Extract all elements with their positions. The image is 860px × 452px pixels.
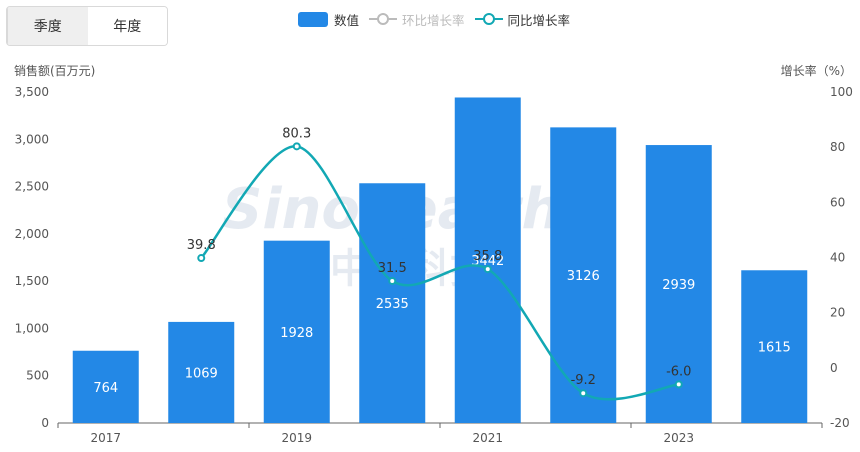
line-point	[388, 276, 397, 285]
legend-label: 同比增长率	[507, 12, 571, 28]
line-point	[674, 380, 683, 389]
line-series: 39.8 80.3 31.5 35.8 -9.2 -6.0	[187, 126, 691, 401]
bar-value-label: 1615	[758, 341, 791, 356]
y-tick-label: 2,000	[15, 227, 49, 241]
y-tick-label: 0	[41, 416, 49, 430]
legend-item-value[interactable]: 数值	[298, 10, 359, 29]
legend-item-yoy-growth[interactable]: 同比增长率	[474, 10, 571, 29]
period-tabs: 季度 年度	[6, 6, 168, 46]
bar	[359, 183, 426, 423]
y2-tick-label: -20	[830, 416, 850, 430]
legend-bar-swatch	[298, 11, 328, 27]
y2-axis-title: 增长率（%）	[781, 63, 852, 78]
line-point	[197, 254, 206, 263]
legend-line-swatch	[369, 13, 398, 25]
y-tick-label: 1,000	[15, 321, 49, 335]
bar-value-label: 764	[93, 381, 118, 396]
chart-legend: 数值 环比增长率 同比增长率	[298, 8, 580, 30]
bar	[550, 127, 617, 423]
legend-line-swatch	[474, 13, 503, 25]
y-axis-title: 销售额(百万元)	[14, 63, 95, 78]
bar-value-label: 2939	[662, 278, 695, 293]
y-tick-label: 3,000	[15, 132, 49, 146]
bar	[454, 97, 521, 424]
x-tick-label: 2021	[472, 431, 503, 445]
line-point	[292, 142, 301, 151]
y-tick-label: 1,500	[15, 274, 49, 288]
x-tick-label: 2023	[663, 431, 694, 445]
legend-item-mom-growth[interactable]: 环比增长率	[369, 10, 465, 29]
y2-tick-label: 100	[830, 85, 853, 99]
y-axis: 0 500 1,000 1,500 2,000 2,500 3,000 3,500	[15, 85, 49, 430]
line-point-label: -9.2	[571, 373, 596, 388]
bar	[741, 270, 808, 423]
line-point-label: -6.0	[666, 364, 691, 379]
bar-value-label: 1069	[185, 366, 218, 381]
bar	[168, 321, 235, 423]
y2-tick-label: 40	[830, 251, 845, 265]
y-tick-label: 3,500	[15, 85, 49, 99]
x-axis: 2017 2019 2021 2023	[57, 423, 823, 445]
tab-quarterly[interactable]: 季度	[7, 7, 88, 45]
x-tick-label: 2019	[281, 431, 312, 445]
bar-value-label: 1928	[280, 326, 313, 341]
y2-axis: -20 0 20 40 60 80 100	[830, 85, 853, 430]
line-point	[483, 265, 492, 274]
y-tick-label: 2,500	[15, 180, 49, 194]
bar	[645, 145, 712, 423]
line-point	[579, 389, 588, 398]
bar	[263, 240, 330, 423]
x-tick-label: 2017	[90, 431, 121, 445]
line-point-label: 80.3	[282, 126, 311, 141]
y-tick-label: 500	[26, 369, 49, 383]
y2-tick-label: 60	[830, 195, 845, 209]
y2-tick-label: 20	[830, 306, 845, 320]
tab-yearly[interactable]: 年度	[87, 7, 167, 45]
legend-label: 数值	[334, 12, 360, 28]
line-point-label: 31.5	[378, 261, 407, 276]
legend-label: 环比增长率	[402, 12, 465, 28]
line-point-label: 35.8	[473, 249, 502, 264]
bar	[72, 350, 139, 423]
bar-value-label: 3126	[567, 269, 600, 284]
y2-tick-label: 80	[830, 140, 845, 154]
bar-value-label: 2535	[376, 297, 409, 312]
y2-tick-label: 0	[830, 361, 838, 375]
line-point-label: 39.8	[187, 238, 216, 253]
